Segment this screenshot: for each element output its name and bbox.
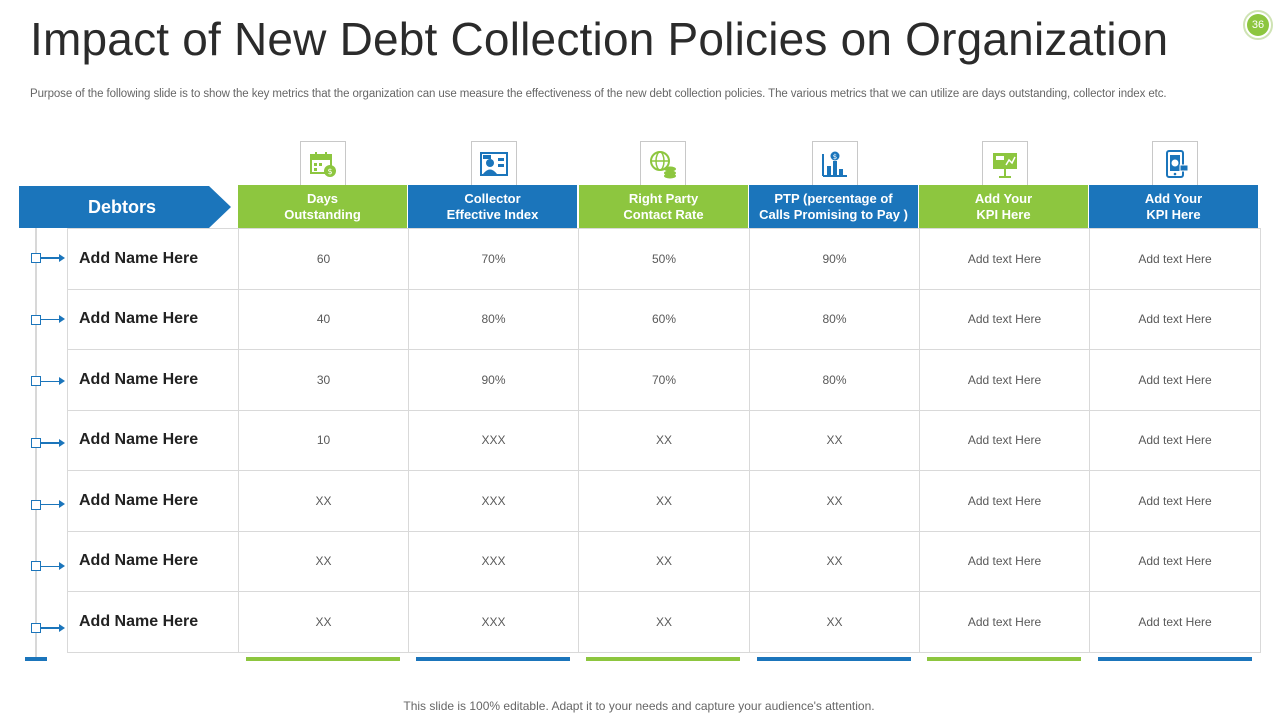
table-row: Add Name Here XX XXX XX XX Add text Here Add t…: [67, 591, 1261, 653]
metric-cell: Add text Here: [1089, 288, 1261, 350]
metric-cell: 70%: [408, 228, 579, 290]
timeline-end-bar: [25, 657, 47, 661]
column-underline: [586, 657, 740, 661]
metric-cell: Add text Here: [919, 288, 1090, 350]
metric-cell: XXX: [408, 409, 579, 471]
metric-cell: Add text Here: [1089, 409, 1261, 471]
metric-cell: 80%: [408, 288, 579, 350]
calendar-dollar-icon: $: [300, 141, 346, 185]
metrics-table: Add Name Here 60 70% 50% 90% Add text Here Add…: [67, 228, 1261, 653]
row-arrow-icon: [41, 501, 65, 508]
table-row: Add Name Here XX XXX XX XX Add text Here Add t…: [67, 470, 1261, 532]
metric-cell: XX: [578, 591, 750, 653]
metric-cell: Add text Here: [1089, 591, 1261, 653]
table-row: Add Name Here 40 80% 60% 80% Add text Here Add…: [67, 288, 1261, 350]
debtor-name: Add Name Here: [67, 288, 239, 350]
metric-cell: 50%: [578, 228, 750, 290]
metric-cell: XX: [578, 470, 750, 532]
svg-text:$: $: [327, 167, 332, 176]
metric-cell: XXX: [408, 530, 579, 592]
metric-cell: 60: [238, 228, 409, 290]
metric-cell: XX: [749, 470, 920, 532]
column-header-days-outstanding: Days Outstanding: [238, 185, 407, 228]
metric-cell: Add text Here: [1089, 530, 1261, 592]
table-row: Add Name Here 30 90% 70% 80% Add text Here Add…: [67, 349, 1261, 411]
metric-cell: XX: [238, 591, 409, 653]
metric-cell: XX: [578, 409, 750, 471]
metric-cell: Add text Here: [919, 228, 1090, 290]
footer-note: This slide is 100% editable. Adapt it to…: [403, 699, 875, 713]
metric-cell: Add text Here: [919, 530, 1090, 592]
metric-cell: XX: [749, 530, 920, 592]
metric-cell: XX: [749, 409, 920, 471]
metric-cell: 70%: [578, 349, 750, 411]
debtor-name: Add Name Here: [67, 349, 239, 411]
metric-cell: XX: [749, 591, 920, 653]
row-marker: [31, 437, 41, 448]
metric-cell: Add text Here: [1089, 349, 1261, 411]
column-header-contact-rate: Right Party Contact Rate: [579, 185, 748, 228]
column-underline: [416, 657, 570, 661]
column-header-ptp: PTP (percentage of Calls Promising to Pa…: [749, 185, 918, 228]
metric-cell: 30: [238, 349, 409, 411]
metric-cell: 80%: [749, 349, 920, 411]
page-number: 36: [1247, 14, 1269, 36]
debtor-name: Add Name Here: [67, 470, 239, 532]
row-arrow-icon: [41, 254, 65, 261]
table-row: Add Name Here XX XXX XX XX Add text Here Add t…: [67, 530, 1261, 592]
column-underline: [1098, 657, 1252, 661]
column-header-collector-index: Collector Effective Index: [408, 185, 577, 228]
row-marker: [31, 376, 41, 387]
table-row: Add Name Here 10 XXX XX XX Add text Here Add t…: [67, 409, 1261, 471]
column-underline: [246, 657, 400, 661]
row-marker: [31, 623, 41, 634]
page-title: Impact of New Debt Collection Policies o…: [30, 13, 1169, 65]
row-arrow-icon: [41, 624, 65, 631]
metric-cell: 90%: [408, 349, 579, 411]
metric-cell: 90%: [749, 228, 920, 290]
row-arrow-icon: [41, 377, 65, 384]
mobile-payment-icon: [1152, 141, 1198, 185]
debtor-name: Add Name Here: [67, 228, 239, 290]
metric-cell: Add text Here: [1089, 228, 1261, 290]
metric-cell: Add text Here: [1089, 470, 1261, 532]
row-marker: [31, 561, 41, 572]
metric-cell: XX: [238, 470, 409, 532]
metric-cell: Add text Here: [919, 470, 1090, 532]
svg-text:$: $: [833, 153, 837, 161]
metric-cell: XX: [578, 530, 750, 592]
debtor-name: Add Name Here: [67, 409, 239, 471]
row-arrow-icon: [41, 562, 65, 569]
metric-cell: Add text Here: [919, 349, 1090, 411]
column-underline: [757, 657, 911, 661]
presentation-board-icon: [982, 141, 1028, 185]
row-marker: [31, 252, 41, 263]
row-arrow-icon: [41, 316, 65, 323]
debtor-name: Add Name Here: [67, 530, 239, 592]
table-row: Add Name Here 60 70% 50% 90% Add text Here Add…: [67, 228, 1261, 290]
slide-description: Purpose of the following slide is to sho…: [30, 88, 1167, 100]
metric-cell: 40: [238, 288, 409, 350]
collector-index-icon: [471, 141, 517, 185]
column-header-kpi-1: Add Your KPI Here: [919, 185, 1088, 228]
globe-coins-icon: [640, 141, 686, 185]
metric-cell: XXX: [408, 470, 579, 532]
metric-cell: XXX: [408, 591, 579, 653]
metric-cell: XX: [238, 530, 409, 592]
metric-cell: 10: [238, 409, 409, 471]
row-arrow-icon: [41, 439, 65, 446]
debtor-name: Add Name Here: [67, 591, 239, 653]
column-header-kpi-2: Add Your KPI Here: [1089, 185, 1258, 228]
metric-cell: Add text Here: [919, 591, 1090, 653]
page-number-badge: 36: [1243, 10, 1273, 40]
bar-chart-dollar-icon: $: [812, 141, 858, 185]
row-header-debtors: Debtors: [19, 186, 231, 228]
metric-cell: Add text Here: [919, 409, 1090, 471]
metric-cell: 80%: [749, 288, 920, 350]
row-marker: [31, 499, 41, 510]
row-marker: [31, 314, 41, 325]
column-underline: [927, 657, 1081, 661]
metric-cell: 60%: [578, 288, 750, 350]
